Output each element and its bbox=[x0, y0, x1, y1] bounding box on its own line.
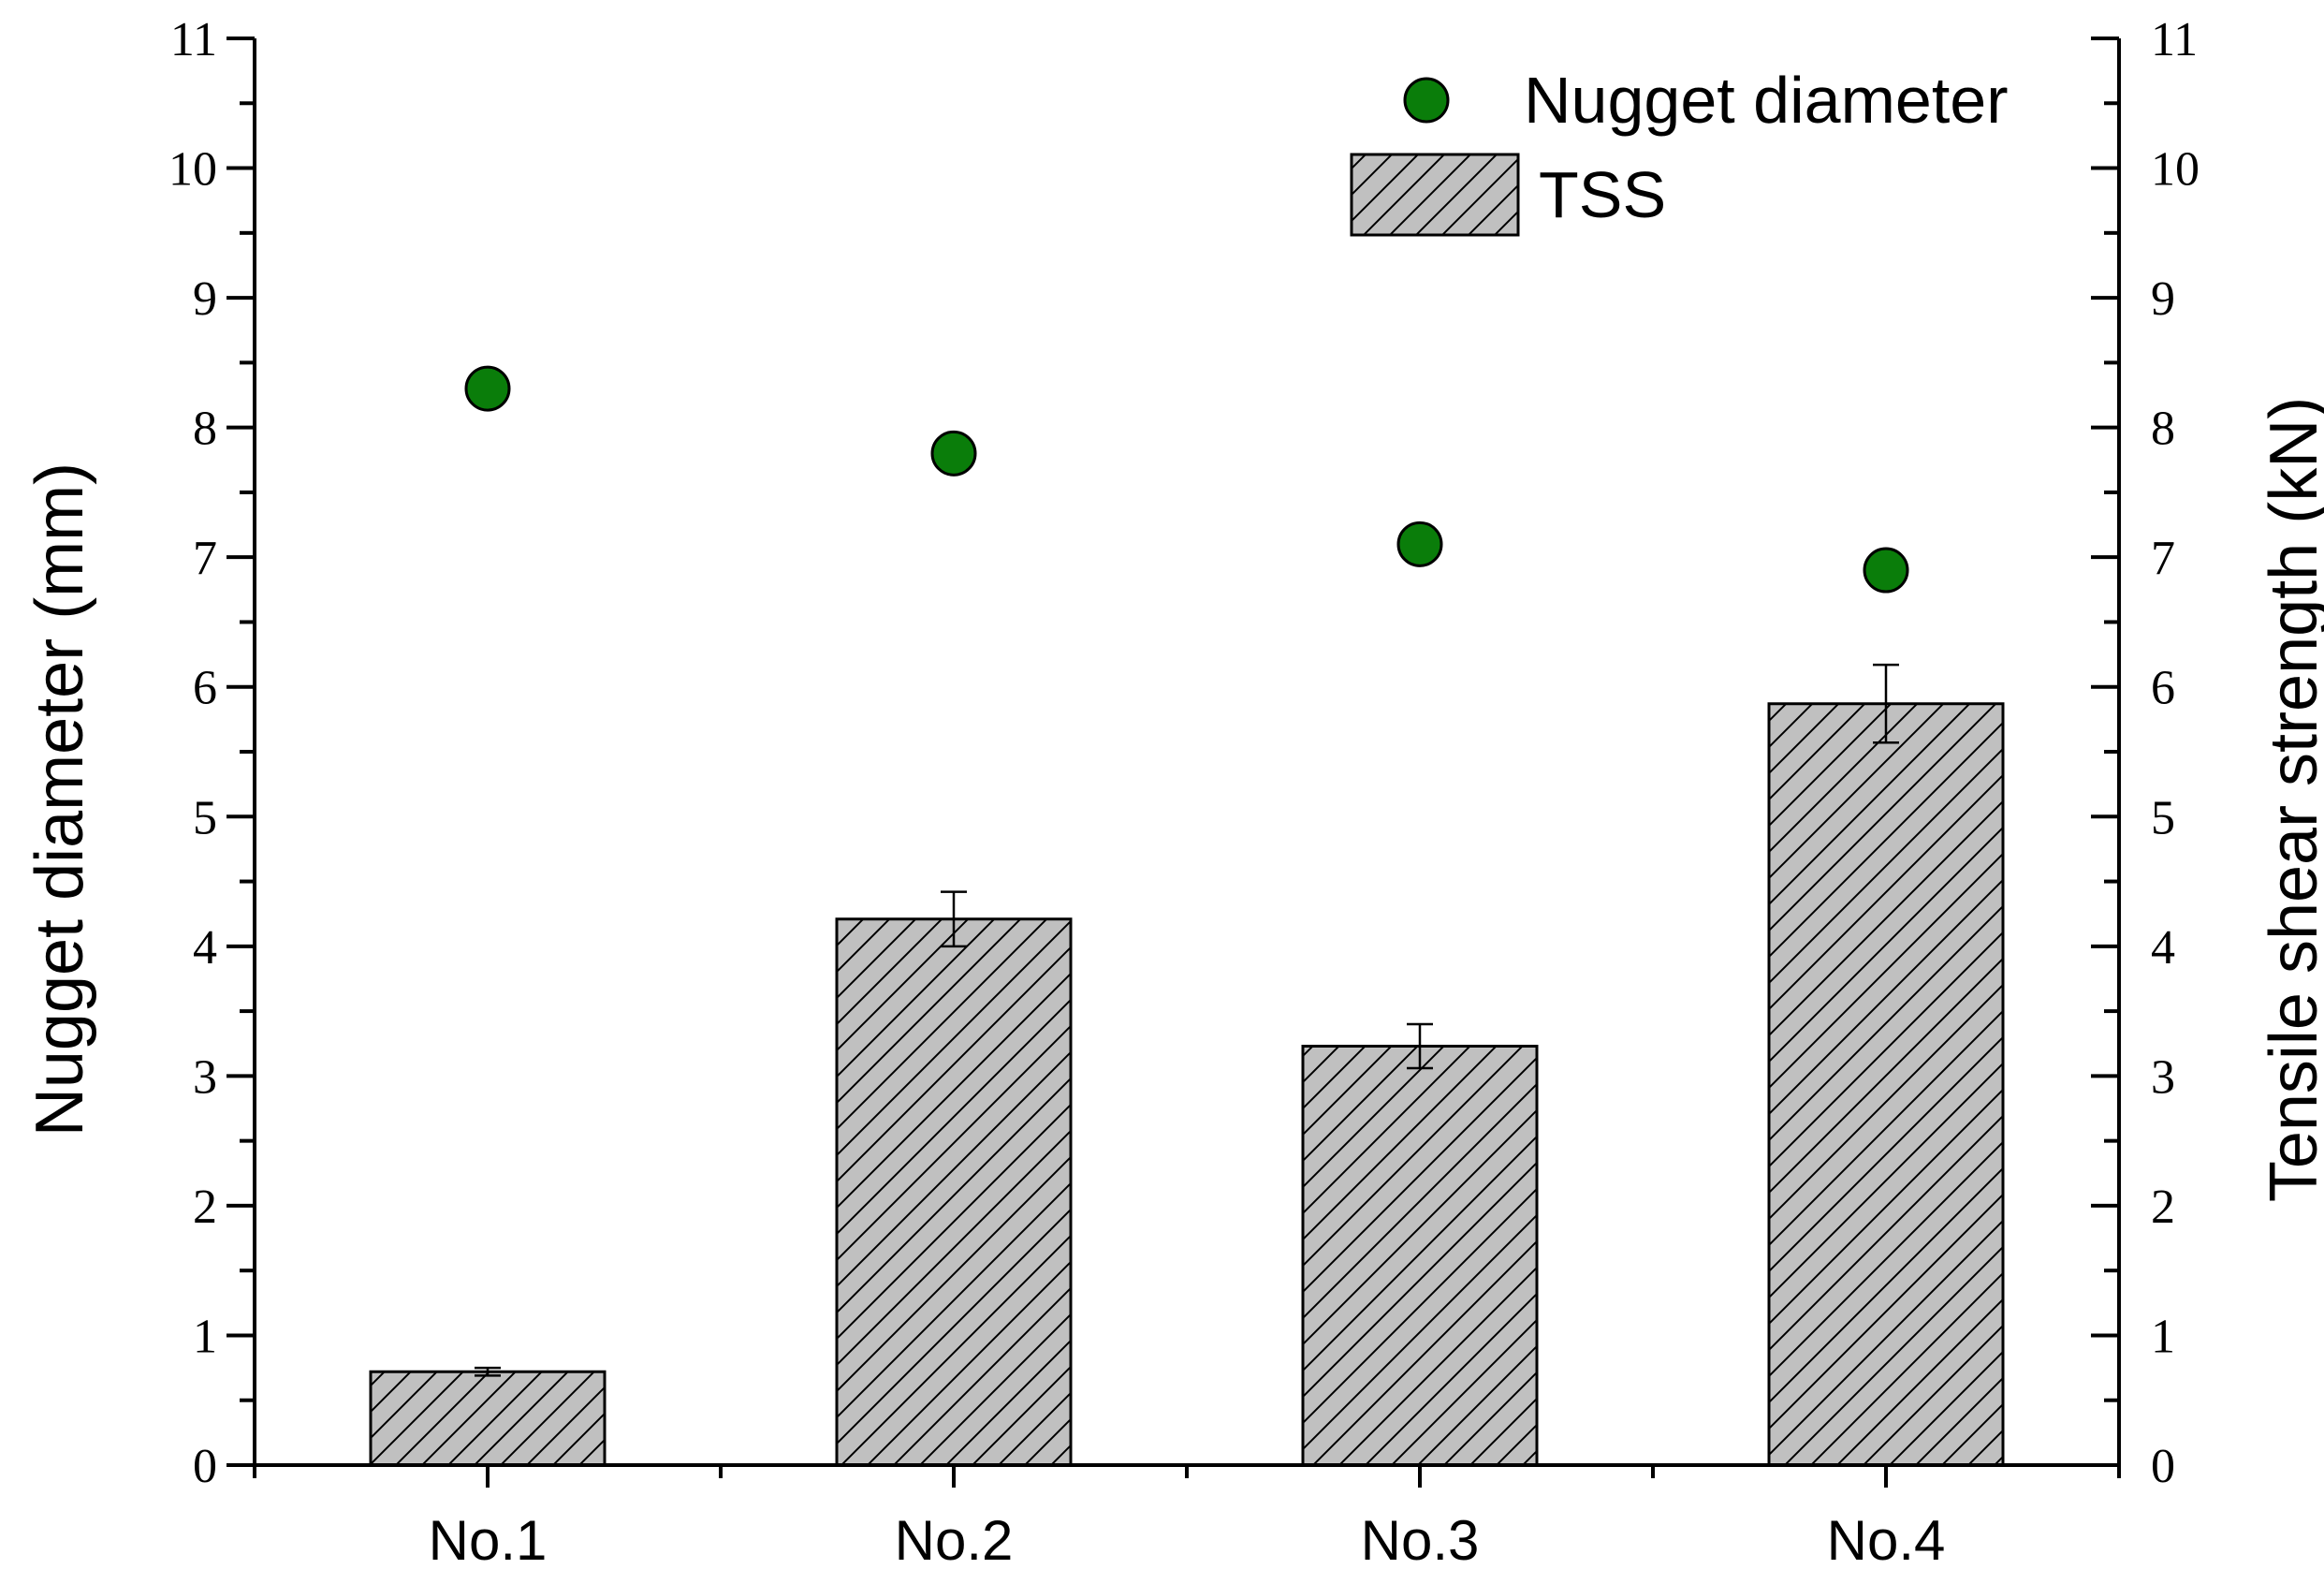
legend-marker-tss bbox=[1350, 153, 1520, 237]
y-axis-title-right: Tensile shear strength (kN) bbox=[2257, 397, 2324, 1202]
y-tick-label-left-10: 10 bbox=[168, 143, 217, 197]
bar-No.4 bbox=[1767, 702, 2005, 1467]
scatter-points bbox=[464, 365, 1909, 594]
point-nugget-No.3 bbox=[1396, 521, 1443, 567]
y-tick-label-right-0: 0 bbox=[2151, 1440, 2175, 1493]
legend-marker-nugget-diameter bbox=[1403, 77, 1450, 124]
point-nugget-No.2 bbox=[930, 430, 977, 477]
bar-No.2 bbox=[835, 917, 1073, 1467]
y-tick-label-right-5: 5 bbox=[2151, 791, 2175, 844]
bars bbox=[369, 702, 2005, 1467]
y-tick-label-right-6: 6 bbox=[2151, 662, 2175, 715]
y-tick-label-left-9: 9 bbox=[193, 272, 217, 326]
y-axis-title-left: Nugget diameter (mm) bbox=[22, 462, 97, 1137]
y-tick-label-left-3: 3 bbox=[193, 1050, 217, 1104]
y-tick-label-right-2: 2 bbox=[2151, 1181, 2175, 1234]
point-nugget-No.4 bbox=[1863, 547, 1909, 594]
bar-No.1 bbox=[369, 1370, 607, 1467]
y-tick-label-left-0: 0 bbox=[193, 1440, 217, 1493]
legend-label-tss: TSS bbox=[1539, 158, 1666, 231]
y-tick-label-right-4: 4 bbox=[2151, 921, 2175, 975]
y-tick-label-right-11: 11 bbox=[2151, 13, 2198, 66]
bar-No.3 bbox=[1301, 1044, 1539, 1467]
y-tick-label-right-3: 3 bbox=[2151, 1050, 2175, 1104]
y-tick-label-right-7: 7 bbox=[2151, 532, 2175, 585]
y-tick-label-left-5: 5 bbox=[193, 791, 217, 844]
y-tick-label-left-1: 1 bbox=[193, 1310, 217, 1363]
y-tick-label-right-1: 1 bbox=[2151, 1310, 2175, 1363]
point-nugget-No.1 bbox=[464, 365, 511, 412]
y-tick-label-right-9: 9 bbox=[2151, 272, 2175, 326]
axes bbox=[227, 37, 2121, 1488]
x-tick-label-No.4: No.4 bbox=[1827, 1509, 1946, 1572]
error-bars bbox=[475, 663, 1899, 1377]
y-tick-label-left-11: 11 bbox=[170, 13, 217, 66]
y-tick-label-left-7: 7 bbox=[193, 532, 217, 585]
legend-label-nugget-diameter: Nugget diameter bbox=[1524, 64, 2009, 137]
y-tick-label-left-2: 2 bbox=[193, 1181, 217, 1234]
y-tick-label-right-8: 8 bbox=[2151, 403, 2175, 456]
x-tick-label-No.2: No.2 bbox=[895, 1509, 1014, 1572]
y-tick-label-left-6: 6 bbox=[193, 662, 217, 715]
legend: Nugget diameter TSS bbox=[1350, 64, 2009, 237]
x-tick-label-No.1: No.1 bbox=[429, 1509, 548, 1572]
y-tick-label-left-4: 4 bbox=[193, 921, 217, 975]
x-tick-label-No.3: No.3 bbox=[1361, 1509, 1480, 1572]
y-tick-label-left-8: 8 bbox=[193, 403, 217, 456]
y-tick-label-right-10: 10 bbox=[2151, 143, 2200, 197]
